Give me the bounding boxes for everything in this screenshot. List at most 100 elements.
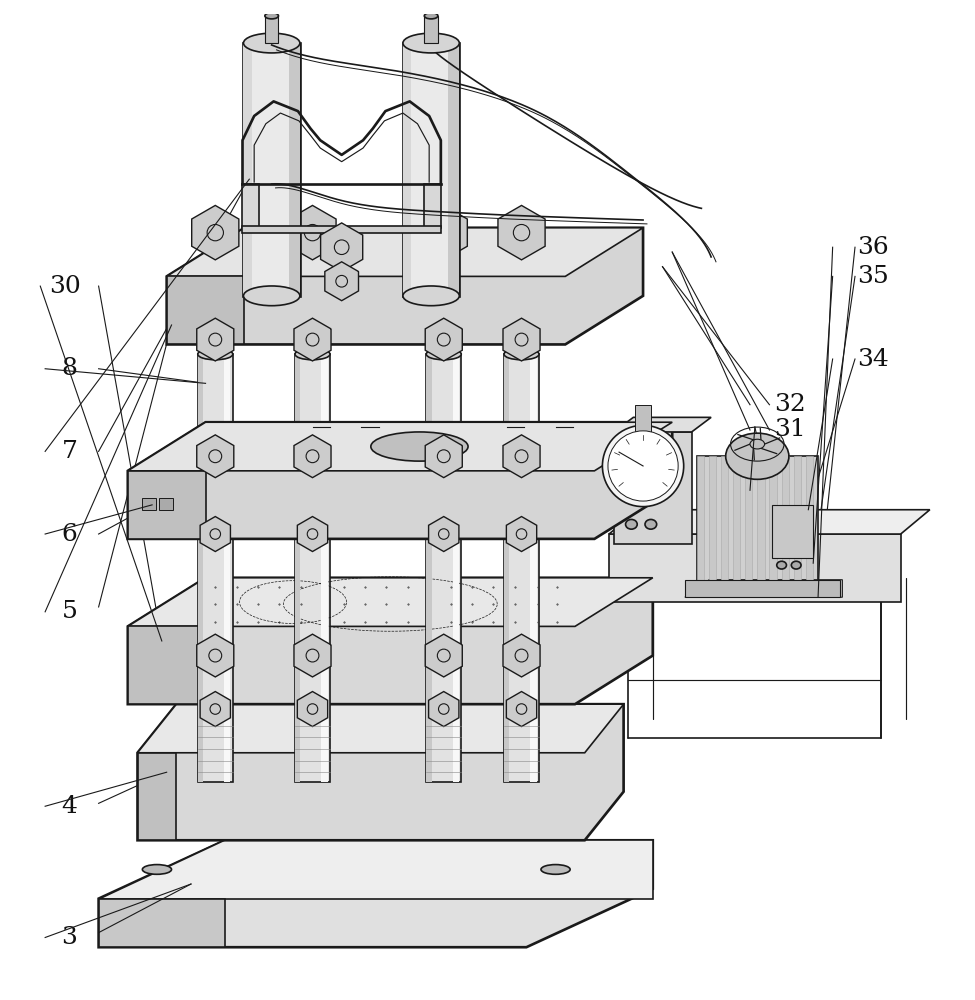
Polygon shape (614, 417, 711, 432)
Text: 36: 36 (857, 236, 888, 259)
Bar (684, 580, 840, 597)
Polygon shape (128, 578, 653, 704)
Bar (696, 456, 818, 583)
Polygon shape (503, 435, 540, 478)
Bar (424, 16, 438, 43)
Bar (504, 354, 539, 782)
Polygon shape (425, 318, 462, 361)
Polygon shape (425, 634, 462, 677)
Polygon shape (503, 634, 540, 677)
Bar (142, 498, 156, 510)
Polygon shape (167, 228, 644, 344)
Bar (448, 43, 459, 296)
Text: 35: 35 (857, 265, 888, 288)
Ellipse shape (777, 561, 787, 569)
Polygon shape (128, 422, 672, 471)
Bar (733, 456, 740, 583)
Polygon shape (429, 692, 459, 727)
Text: 3: 3 (61, 926, 77, 949)
Polygon shape (243, 226, 441, 233)
Bar (426, 354, 461, 782)
Bar (709, 456, 716, 583)
Polygon shape (192, 205, 239, 260)
Ellipse shape (626, 519, 638, 529)
Polygon shape (609, 510, 930, 534)
Bar (403, 43, 411, 296)
Bar (321, 354, 328, 782)
Ellipse shape (608, 431, 679, 501)
Ellipse shape (295, 349, 330, 360)
Bar (295, 354, 330, 782)
Bar (782, 456, 789, 583)
Polygon shape (128, 471, 206, 539)
Polygon shape (425, 435, 462, 478)
Bar (794, 456, 801, 583)
Bar (426, 354, 432, 782)
Ellipse shape (244, 33, 300, 53)
Bar (721, 456, 728, 583)
Polygon shape (167, 276, 245, 344)
Ellipse shape (244, 286, 300, 306)
Ellipse shape (265, 13, 279, 19)
Text: 31: 31 (774, 418, 806, 442)
Bar (745, 456, 753, 583)
Bar (769, 456, 777, 583)
Polygon shape (289, 205, 336, 260)
Polygon shape (137, 704, 624, 753)
Ellipse shape (541, 865, 570, 874)
Bar (614, 432, 691, 544)
Polygon shape (137, 704, 624, 840)
Bar (244, 43, 252, 296)
Bar (265, 16, 279, 43)
Polygon shape (128, 422, 672, 539)
Polygon shape (506, 517, 536, 552)
Ellipse shape (198, 349, 233, 360)
Polygon shape (321, 223, 363, 272)
Polygon shape (197, 435, 234, 478)
Bar (403, 43, 459, 296)
Bar (295, 354, 300, 782)
Bar (452, 354, 459, 782)
Polygon shape (243, 184, 259, 228)
Ellipse shape (424, 13, 438, 19)
Bar (772, 505, 813, 558)
Text: 4: 4 (61, 795, 77, 818)
Ellipse shape (603, 425, 683, 507)
Bar (758, 456, 764, 583)
Polygon shape (294, 435, 332, 478)
Bar (198, 354, 203, 782)
Ellipse shape (370, 432, 468, 461)
Bar (696, 456, 704, 583)
Bar (504, 354, 509, 782)
Polygon shape (684, 580, 842, 597)
Polygon shape (503, 318, 540, 361)
Ellipse shape (142, 865, 172, 874)
Text: 6: 6 (61, 523, 77, 546)
Polygon shape (167, 228, 644, 276)
Bar (636, 405, 651, 432)
Ellipse shape (750, 439, 764, 449)
Polygon shape (294, 634, 332, 677)
Bar (806, 456, 813, 583)
Polygon shape (98, 840, 653, 947)
Bar (289, 43, 300, 296)
Polygon shape (424, 184, 441, 228)
Text: 34: 34 (857, 348, 888, 371)
Ellipse shape (792, 561, 801, 569)
Polygon shape (98, 840, 653, 899)
Bar (159, 498, 173, 510)
Ellipse shape (504, 349, 539, 360)
Ellipse shape (645, 519, 657, 529)
Ellipse shape (403, 33, 459, 53)
Bar (244, 43, 300, 296)
Bar (198, 354, 233, 782)
Polygon shape (297, 517, 328, 552)
Polygon shape (420, 205, 467, 260)
Polygon shape (294, 318, 332, 361)
Text: 8: 8 (61, 357, 77, 380)
Bar (609, 534, 901, 602)
Ellipse shape (725, 433, 789, 479)
Polygon shape (98, 899, 225, 947)
Bar (224, 354, 230, 782)
Polygon shape (297, 692, 328, 727)
